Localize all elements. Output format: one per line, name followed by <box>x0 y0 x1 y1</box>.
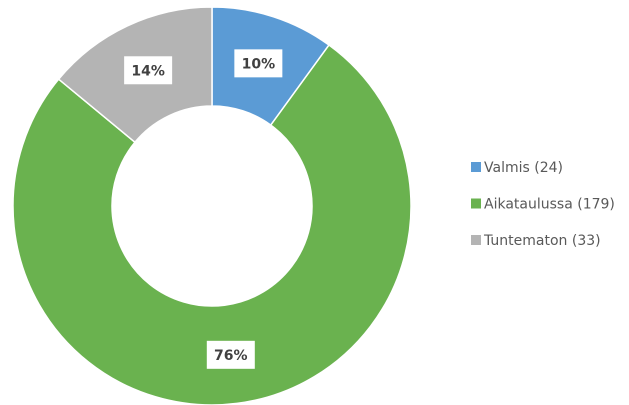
data-label-box <box>124 56 173 85</box>
data-label: 76% <box>214 348 248 364</box>
data-label: 14% <box>131 63 165 79</box>
legend-label: Aikataulussa (179) <box>484 197 615 213</box>
legend-label: Tuntematon (33) <box>483 233 601 249</box>
donut-slice <box>12 43 412 405</box>
legend-swatch <box>471 235 481 245</box>
data-label-box <box>206 340 255 369</box>
data-label-box <box>234 49 283 78</box>
data-label: 10% <box>242 56 276 72</box>
legend-swatch <box>471 162 481 172</box>
legend-label: Valmis (24) <box>484 160 563 176</box>
legend-swatch <box>471 198 481 209</box>
